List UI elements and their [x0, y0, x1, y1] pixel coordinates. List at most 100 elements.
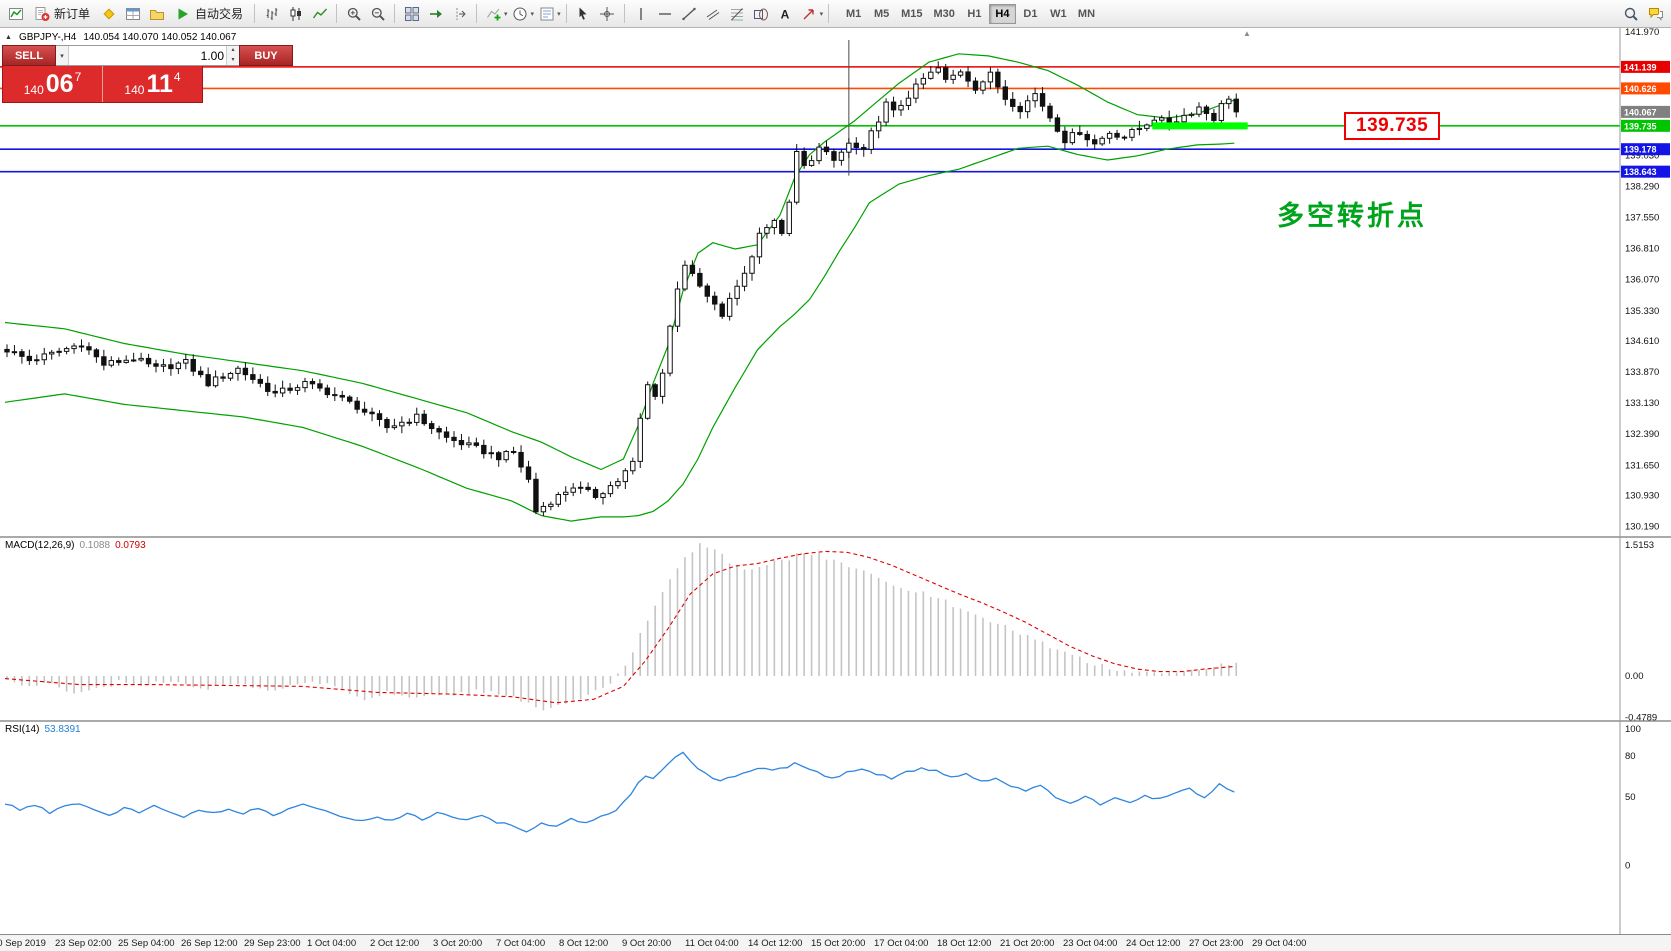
text-tool-icon[interactable]: A — [774, 3, 797, 25]
zoom-in-icon[interactable] — [342, 3, 365, 25]
chat-icon[interactable] — [1644, 3, 1667, 25]
volume-spin-up-icon[interactable]: ▴ — [227, 46, 239, 56]
toolbar-separator — [828, 4, 830, 23]
buy-price-prefix: 140 — [124, 83, 145, 97]
fibonacci-tool-icon[interactable] — [726, 3, 749, 25]
price-scale[interactable]: 141.970 139.030 138.290 137.550 136.810 136.0… — [1621, 28, 1670, 872]
one-click-top-row: SELL ▾ ▴ ▾ BUY — [2, 45, 293, 66]
svg-text:131.650: 131.650 — [1625, 460, 1659, 471]
toolbar-separator — [254, 4, 256, 23]
horizontal-line-tool-icon[interactable] — [654, 3, 677, 25]
timeframe-button-m15[interactable]: M15 — [896, 4, 927, 24]
line-chart-icon[interactable] — [308, 3, 331, 25]
sell-price-big: 06 — [45, 69, 74, 98]
rsi-line — [4, 751, 1235, 833]
time-label: 17 Oct 04:00 — [874, 938, 929, 949]
shapes-tool-icon[interactable] — [750, 3, 773, 25]
indicators-dropdown-caret[interactable]: ▾ — [504, 10, 508, 18]
timeframe-button-m5[interactable]: M5 — [868, 4, 895, 24]
candlestick-chart-icon[interactable] — [284, 3, 307, 25]
arrows-dropdown-caret[interactable]: ▾ — [819, 10, 824, 18]
volume-input[interactable] — [69, 46, 226, 65]
metaeditor-icon[interactable] — [97, 3, 120, 25]
time-label: 2 Oct 12:00 — [370, 938, 420, 949]
toolbar-separator — [565, 4, 567, 23]
new-order-button[interactable]: 新订单 — [28, 3, 96, 25]
toolbar-separator — [623, 4, 625, 23]
turning-point-note[interactable]: 多空转折点 — [1277, 201, 1427, 231]
chart-canvas[interactable]: 141.970 139.030 138.290 137.550 136.810 136.0… — [0, 28, 1671, 934]
trendline-tool-icon[interactable] — [678, 3, 701, 25]
cursor-icon[interactable] — [572, 3, 595, 25]
timeframe-button-d1[interactable]: D1 — [1017, 4, 1044, 24]
time-label: 21 Oct 20:00 — [1000, 938, 1055, 949]
timeframe-button-m30[interactable]: M30 — [929, 4, 960, 24]
sell-button[interactable]: SELL — [2, 45, 56, 66]
templates-icon[interactable] — [535, 3, 558, 25]
periods-icon[interactable] — [509, 3, 532, 25]
macd-name: MACD(12,26,9) — [5, 540, 75, 551]
panel-separator[interactable] — [0, 536, 1671, 538]
time-label: 1 Oct 04:00 — [307, 938, 357, 949]
rsi-label: RSI(14) 53.8391 — [5, 724, 81, 735]
templates-dropdown-caret[interactable]: ▾ — [557, 10, 561, 18]
svg-text:139.178: 139.178 — [1624, 145, 1657, 155]
macd-histogram — [6, 543, 1238, 711]
channel-tool-icon[interactable] — [702, 3, 725, 25]
symbol-name: GBPJPY-,H4 — [18, 32, 77, 43]
buy-price-pip: 4 — [173, 70, 181, 84]
time-axis[interactable]: 20 Sep 2019 23 Sep 02:00 25 Sep 04:00 26 Se… — [0, 934, 1671, 951]
search-icon[interactable] — [1619, 3, 1642, 25]
volume-spin-down-icon[interactable]: ▾ — [227, 55, 239, 65]
time-label: 7 Oct 04:00 — [496, 938, 546, 949]
time-label: 29 Sep 23:00 — [244, 938, 301, 949]
svg-text:1.5153: 1.5153 — [1625, 540, 1654, 551]
navigator-icon[interactable] — [145, 3, 168, 25]
svg-text:130.190: 130.190 — [1625, 522, 1659, 533]
sell-price-cell[interactable]: 140 06 7 — [3, 66, 103, 102]
time-label: 15 Oct 20:00 — [811, 938, 866, 949]
market-watch-icon[interactable] — [121, 3, 144, 25]
new-order-icon — [35, 6, 50, 21]
time-label: 27 Oct 23:00 — [1189, 938, 1244, 949]
svg-text:A: A — [781, 7, 790, 21]
auto-scroll-icon[interactable] — [424, 3, 447, 25]
svg-text:0.00: 0.00 — [1625, 671, 1644, 682]
bollinger-upper-band — [4, 53, 1235, 471]
time-label: 23 Oct 04:00 — [1063, 938, 1118, 949]
timeframe-button-mn[interactable]: MN — [1073, 4, 1100, 24]
bar-chart-icon[interactable] — [260, 3, 283, 25]
time-label: 26 Sep 12:00 — [181, 938, 238, 949]
sell-price-pip: 7 — [74, 70, 82, 84]
volume-dropdown-caret-icon[interactable]: ▾ — [56, 46, 69, 65]
indicators-icon[interactable] — [482, 3, 505, 25]
price-callout-label[interactable]: 139.735 — [1344, 112, 1441, 140]
chart-shift-marker-icon[interactable]: ▲ — [1243, 29, 1251, 38]
buy-price-cell[interactable]: 140 11 4 — [103, 66, 202, 102]
macd-label: MACD(12,26,9) 0.1088 0.0793 — [5, 540, 146, 551]
macd-signal-line — [4, 550, 1235, 704]
terminal-chart-icon[interactable] — [4, 3, 27, 25]
macd-main-value: 0.1088 — [79, 540, 111, 551]
timeframe-button-h4[interactable]: H4 — [988, 3, 1016, 24]
crosshair-icon[interactable] — [596, 3, 619, 25]
timeframe-button-h1[interactable]: H1 — [961, 4, 988, 24]
timeframe-button-m1[interactable]: M1 — [840, 4, 867, 24]
symbol-ohlc: 140.054 140.070 140.052 140.067 — [83, 32, 237, 43]
autotrading-button[interactable]: 自动交易 — [169, 3, 249, 25]
periods-dropdown-caret[interactable]: ▾ — [530, 10, 535, 18]
svg-text:141.139: 141.139 — [1624, 62, 1657, 72]
arrows-tool-icon[interactable] — [798, 3, 821, 25]
buy-button[interactable]: BUY — [239, 45, 293, 66]
chart-shift-icon[interactable] — [448, 3, 471, 25]
timeframe-button-w1[interactable]: W1 — [1045, 4, 1072, 24]
panel-separator[interactable] — [0, 720, 1671, 722]
svg-text:134.610: 134.610 — [1625, 336, 1659, 347]
svg-text:-0.4789: -0.4789 — [1625, 712, 1657, 723]
vertical-line-tool-icon[interactable] — [630, 3, 653, 25]
zoom-out-icon[interactable] — [366, 3, 389, 25]
collapse-arrow-icon[interactable]: ▲ — [5, 34, 12, 41]
tile-windows-icon[interactable] — [400, 3, 423, 25]
toolbar-separator — [476, 4, 478, 23]
play-icon — [178, 8, 189, 19]
